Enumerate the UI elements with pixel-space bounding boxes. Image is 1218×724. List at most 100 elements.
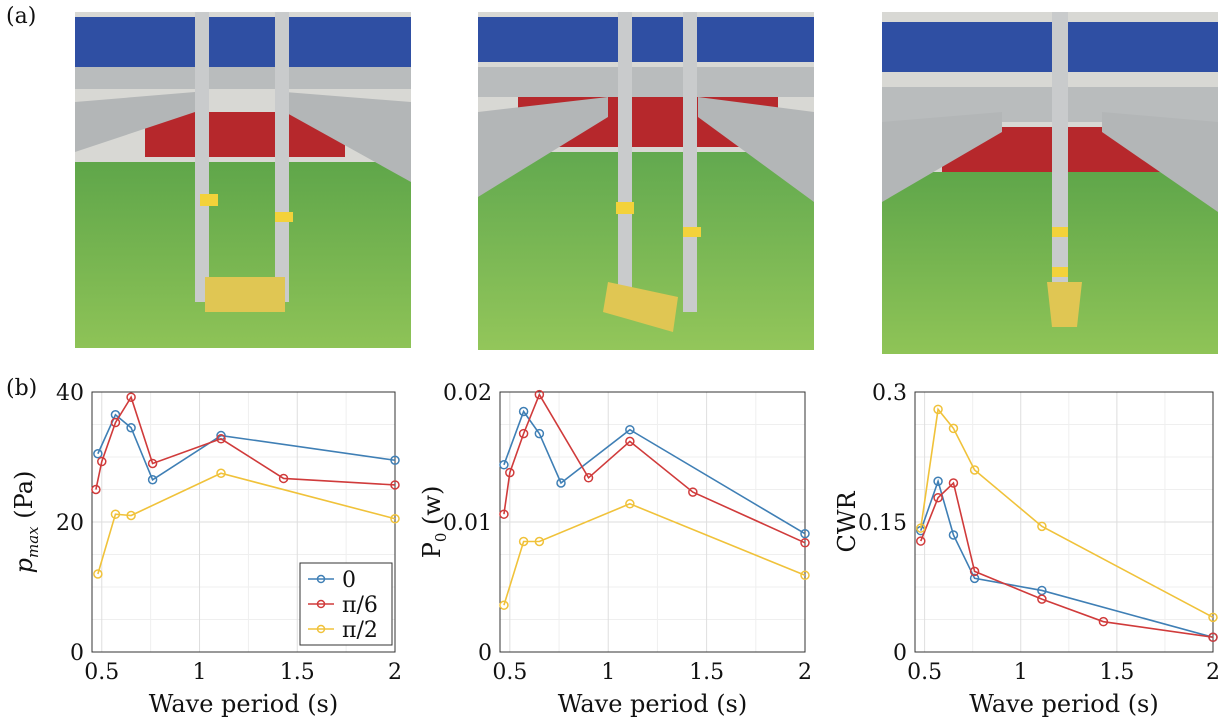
data-point	[916, 536, 926, 546]
data-point	[583, 473, 594, 483]
data-point	[556, 478, 566, 488]
data-point	[688, 487, 698, 497]
data-point	[147, 475, 158, 485]
data-point	[969, 465, 980, 475]
x-tick-label: 2	[1206, 660, 1218, 685]
data-point	[534, 536, 545, 547]
wave-tank-photo-1	[75, 12, 411, 348]
x-tick-label: 1.5	[1099, 660, 1134, 685]
data-point	[933, 404, 943, 415]
x-axis-label: Wave period (s)	[558, 690, 747, 718]
plot-frame	[499, 391, 806, 653]
data-point	[948, 530, 959, 540]
data-point	[933, 476, 943, 487]
panel-label-a: (a)	[6, 4, 37, 29]
y-tick-label: 20	[56, 511, 84, 536]
data-point	[126, 510, 136, 521]
legend-label: π/6	[342, 593, 378, 618]
data-point	[1208, 632, 1218, 643]
data-point	[625, 424, 635, 435]
data-point	[126, 392, 136, 402]
legend-marker	[316, 624, 326, 634]
x-tick-label: 1.5	[689, 660, 724, 685]
data-point	[916, 523, 926, 533]
data-point	[505, 467, 515, 478]
data-point	[390, 455, 400, 465]
series-line-0	[920, 478, 1214, 639]
x-tick-label: 2	[798, 660, 812, 685]
y-tick-label: 0.15	[858, 511, 907, 536]
chart-p0: 0.5 1 1.5 2 0 0.01 0.02 Wave period (s) P0 (w)	[418, 381, 812, 718]
data-point	[625, 436, 635, 447]
data-point	[91, 484, 101, 495]
legend-marker	[316, 574, 326, 584]
series-line-0	[97, 413, 396, 481]
y-axis-label: CWR	[833, 491, 861, 553]
data-point	[499, 600, 509, 610]
data-point	[216, 434, 226, 444]
series-line-2	[919, 407, 1214, 619]
y-axis-label: pmax (Pa)	[10, 471, 42, 574]
data-point	[969, 566, 980, 577]
data-point	[534, 428, 545, 439]
data-point	[97, 456, 107, 467]
legend-label: 0	[342, 568, 356, 593]
data-point	[1098, 616, 1109, 627]
panel-label-b: (b)	[6, 376, 38, 401]
x-axis-label: Wave period (s)	[149, 690, 338, 718]
x-axis-label: Wave period (s)	[969, 690, 1158, 718]
y-tick-label: 40	[56, 381, 84, 406]
data-point	[93, 449, 103, 459]
series-line-0	[503, 409, 806, 535]
legend-label: π/2	[342, 618, 378, 643]
photo-orientation-0	[75, 12, 411, 348]
data-point	[518, 428, 529, 439]
wave-tank-photo-3	[882, 12, 1218, 354]
data-point	[1037, 521, 1047, 532]
data-point	[216, 468, 226, 478]
data-point	[499, 460, 509, 470]
y-tick-label: 0.01	[443, 511, 492, 536]
data-point	[110, 417, 121, 428]
data-point	[110, 509, 121, 519]
data-point	[948, 423, 959, 434]
wave-tank-photo-2	[478, 12, 814, 350]
series-line-2	[503, 502, 806, 606]
photo-orientation-pi2	[882, 12, 1218, 354]
x-tick-label: 0.5	[492, 660, 527, 685]
data-point	[534, 389, 545, 400]
y-tick-label: 0.3	[872, 381, 907, 406]
data-point	[390, 514, 400, 524]
x-tick-label: 1	[601, 660, 615, 685]
x-tick-label: 1	[1014, 660, 1028, 685]
y-tick-label: 0.02	[443, 381, 492, 406]
data-point	[800, 528, 810, 539]
y-tick-label: 0	[70, 641, 84, 666]
legend: 0π/6π/2	[299, 562, 393, 646]
y-tick-label: 0	[893, 641, 907, 666]
data-point	[518, 536, 529, 547]
data-point	[499, 509, 509, 519]
data-point	[126, 423, 136, 433]
data-point	[800, 570, 810, 581]
series-line-1	[95, 395, 396, 490]
photo-orientation-pi6	[478, 12, 814, 350]
x-tick-label: 0.5	[84, 660, 119, 685]
data-point	[625, 499, 635, 509]
data-point	[969, 573, 980, 584]
data-point	[800, 538, 810, 548]
legend-marker	[316, 599, 326, 609]
series-line-1	[920, 481, 1214, 639]
data-point	[93, 569, 103, 579]
x-tick-label: 2	[388, 660, 402, 685]
data-point	[278, 473, 289, 484]
y-tick-label: 0	[478, 641, 492, 666]
data-point	[147, 458, 158, 469]
data-point	[1037, 594, 1047, 604]
series-line-1	[503, 392, 806, 544]
x-tick-label: 1	[193, 660, 207, 685]
series-line-2	[97, 472, 396, 575]
data-point	[933, 492, 943, 503]
chart-cwr: 0.5 1 1.5 2 0 0.15 0.3 Wave period (s) CWR	[833, 381, 1218, 718]
